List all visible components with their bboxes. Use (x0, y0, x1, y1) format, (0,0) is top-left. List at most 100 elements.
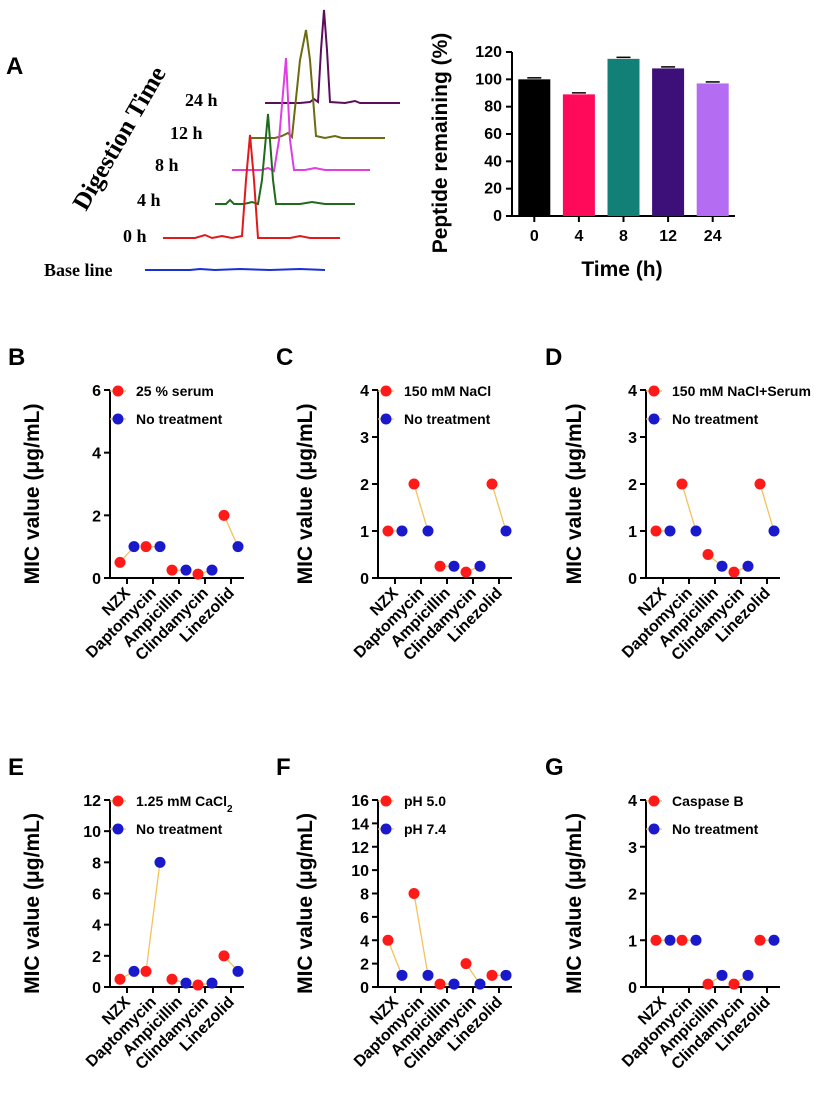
trace-label-8h: 8 h (155, 155, 179, 175)
trace-0h (163, 134, 340, 240)
chart-d-legend-marker-control (648, 413, 660, 425)
chart-c-point-treatment (486, 478, 498, 490)
chart-c-point-treatment (408, 478, 420, 490)
chart-d-connector (759, 483, 775, 532)
chart-g-point-treatment (650, 934, 662, 946)
chart-e-point-control (154, 856, 166, 868)
chart-f-y-tick-label: 16 (351, 793, 369, 810)
chart-a-y-tick-label: 100 (475, 71, 502, 88)
chart-b-point-treatment (192, 568, 204, 580)
chart-d-point-control-shade (768, 525, 780, 531)
chart-e-point-treatment (192, 979, 204, 991)
chart-e-y-tick-label: 0 (92, 980, 101, 997)
chart-f-legend-label-treatment: pH 5.0 (404, 793, 446, 809)
chart-b-legend-label-control: No treatment (136, 411, 223, 427)
chart-a-y-tick-label: 60 (484, 126, 502, 143)
trace-label-4h: 4 h (137, 190, 161, 210)
chart-b-point-control (128, 541, 140, 553)
panel-letter-f: F (276, 754, 291, 781)
chart-f-y-tick-label: 2 (360, 957, 369, 974)
chart-d-point-treatment (702, 549, 714, 560)
chart-f-point-treatment (408, 888, 420, 899)
chart-e-y-label: MIC value (μg/mL) (21, 813, 44, 994)
trace-label-24h: 24 h (185, 90, 218, 110)
panel-letter-c: C (276, 344, 293, 371)
chart-d-y-tick-label: 0 (628, 571, 637, 588)
chart-g-point-treatment (702, 978, 714, 990)
panel-letter-d: D (545, 344, 562, 371)
trace-label-0h: 0 h (123, 226, 147, 246)
chart-e-cacl2: MIC value (μg/mL) 024681012NZXDaptomycinA… (21, 793, 244, 1073)
chart-f-y-tick-label: 14 (351, 816, 369, 833)
chart-f-legend-label-control: pH 7.4 (404, 821, 446, 837)
chart-f-legend-marker-control (380, 823, 392, 835)
chart-d-y-tick-label: 1 (628, 524, 637, 541)
chart-a-bar (652, 68, 685, 217)
chart-g-legend-marker-control (648, 823, 660, 835)
chart-a-x-tick-label: 24 (704, 228, 722, 245)
chart-b-point-control (180, 564, 192, 576)
chart-f-y-tick-label: 4 (360, 933, 369, 950)
chromatogram-traces (145, 9, 400, 272)
chart-c-legend-marker-control (380, 413, 392, 425)
chart-e-point-control-shade (128, 965, 140, 972)
chart-e-point-control-shade (180, 977, 192, 984)
chart-e-point-control-shade (206, 977, 218, 984)
chart-d-point-treatment (754, 478, 766, 490)
chart-c-y-label: MIC value (μg/mL) (294, 404, 317, 585)
chart-b-point-control (232, 541, 244, 553)
chart-d-legend-label-treatment: 150 mM NaCl+Serum (672, 383, 811, 399)
chart-e-point-control (128, 965, 140, 977)
chart-e-y-tick-label: 6 (92, 887, 101, 904)
chart-e-point-control (180, 977, 192, 989)
chart-a-peptide-remaining: Peptide remaining (%) Time (h) 020406080… (429, 33, 735, 281)
chart-d-connector (681, 483, 697, 532)
panel-letter-b: B (8, 344, 25, 371)
chart-f-connector (413, 893, 429, 976)
chart-c-point-control (396, 525, 408, 537)
chart-g-legend-label-control: No treatment (672, 821, 759, 837)
chart-g-point-control (742, 969, 754, 981)
chart-b-legend-marker-control (112, 413, 124, 425)
chart-g-y-tick-label: 1 (628, 933, 637, 950)
chart-g-point-control (768, 934, 780, 946)
chart-g-legend-marker-treatment (648, 795, 660, 807)
chart-f-y-tick-label: 8 (360, 887, 369, 904)
panel-letter-e: E (8, 754, 24, 781)
chart-a-bar (607, 58, 640, 217)
chart-e-point-control (206, 977, 218, 989)
chart-e-legend-label-treatment: 1.25 mM CaCl2 (136, 793, 233, 815)
chart-d-nacl-serum: MIC value (μg/mL) 01234NZXDaptomycinAmpic… (563, 383, 811, 664)
chart-a-y-tick-label: 80 (484, 99, 502, 116)
chart-b-y-tick-label: 2 (92, 508, 101, 525)
chart-e-legend-subscript: 2 (227, 804, 233, 815)
chart-c-nacl: MIC value (μg/mL) 01234NZXDaptomycinAmpic… (294, 383, 512, 664)
chart-c-legend-marker-treatment (380, 385, 392, 397)
chart-b-point-control-shade (180, 564, 192, 571)
chart-b-legend-marker-treatment (112, 385, 124, 397)
chart-c-point-control-shade (396, 525, 408, 531)
chart-c-point-control (500, 525, 512, 537)
chart-b-y-tick-label: 4 (92, 446, 101, 463)
chart-c-point-control-shade (422, 525, 434, 531)
chart-f-y-tick-label: 6 (360, 910, 369, 927)
chart-g-y-tick-label: 2 (628, 887, 637, 904)
chart-c-point-control-shade (448, 560, 460, 567)
chart-c-connector (413, 483, 429, 532)
chart-d-y-label: MIC value (μg/mL) (563, 404, 586, 585)
chart-d-point-control (690, 525, 702, 537)
chart-b-legend-label-treatment: 25 % serum (136, 383, 214, 399)
chart-f-point-treatment (486, 969, 498, 981)
trace-label-12h: 12 h (170, 123, 203, 143)
trace-baseline (145, 267, 326, 272)
chart-f-point-control (500, 969, 512, 981)
chart-f-point-control (448, 978, 460, 990)
chart-d-point-treatment (676, 478, 688, 490)
chart-g-point-control-shade (742, 969, 754, 976)
chart-d-y-tick-label: 3 (628, 430, 637, 447)
chart-g-point-control-shade (690, 934, 702, 941)
chart-d-y-tick-label: 2 (628, 477, 637, 494)
chart-e-y-tick-label: 8 (92, 855, 101, 872)
chart-a-bar (518, 79, 551, 216)
chart-f-y-tick-label: 12 (351, 840, 369, 857)
